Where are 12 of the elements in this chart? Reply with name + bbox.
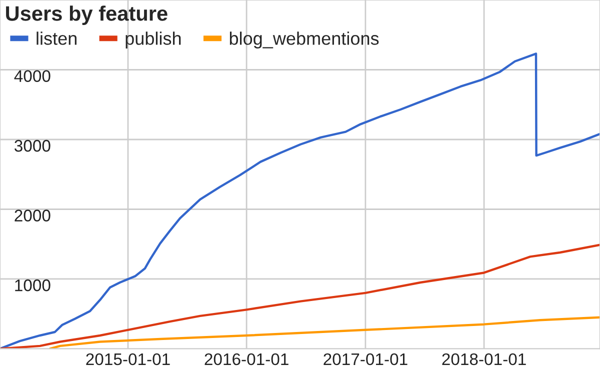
y-tick-label: 3000 — [14, 140, 50, 152]
legend-label: publish — [126, 32, 181, 48]
legend-label: blog_webmentions — [230, 32, 379, 48]
y-tick-label: 2000 — [14, 210, 50, 222]
x-tick-label: 2016-01-01 — [204, 353, 288, 366]
x-tick-label: 2017-01-01 — [324, 353, 408, 366]
legend-label: listen — [36, 32, 76, 45]
chart-title: Users by feature — [6, 6, 168, 25]
x-tick-label: 2018-01-01 — [442, 353, 526, 366]
y-tick-label: 4000 — [14, 70, 50, 82]
y-tick-label: 1000 — [15, 279, 50, 292]
x-tick-label: 2015-01-01 — [86, 353, 170, 366]
